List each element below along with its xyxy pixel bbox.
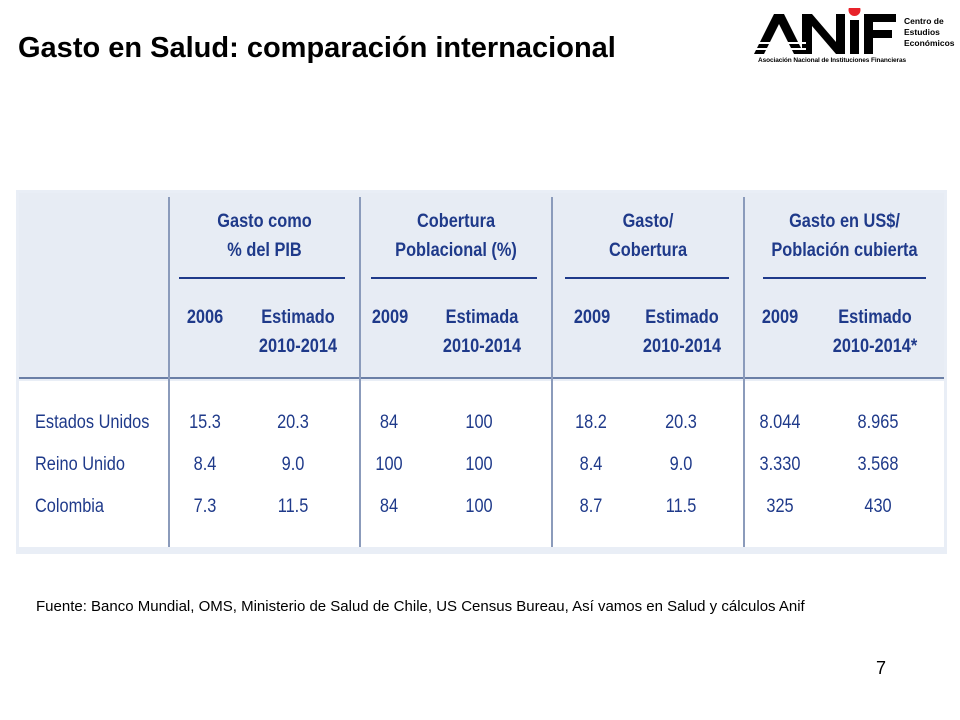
table-cell: 100 xyxy=(465,454,493,475)
table-cell: 8.4 xyxy=(193,454,217,475)
group-rule xyxy=(763,277,926,279)
table-cell: 8.4 xyxy=(579,454,603,475)
comparison-table: Gasto como% del PIB Cobertura Poblacional… xyxy=(16,190,947,554)
table-cell: 9.0 xyxy=(281,454,305,475)
subheader-estimado: Estimado 2010-2014* xyxy=(832,307,918,357)
table-cell: 20.3 xyxy=(665,412,697,433)
logo-centro-text: Centro de Estudios Económicos xyxy=(904,16,955,49)
column-divider xyxy=(743,197,745,547)
table-cell: 84 xyxy=(379,496,399,517)
table-cell: 15.3 xyxy=(189,412,221,433)
logo-subtitle: Asociación Nacional de Instituciones Fin… xyxy=(758,57,906,64)
table-body xyxy=(19,381,944,547)
group-rule xyxy=(179,277,345,279)
logo-centro-line: Estudios xyxy=(904,27,940,37)
table-cell: 18.2 xyxy=(575,412,607,433)
row-label: Reino Unido xyxy=(35,454,125,475)
table-cell: 100 xyxy=(465,496,493,517)
table-cell: 11.5 xyxy=(277,496,309,517)
table-cell: 7.3 xyxy=(193,496,217,517)
group-rule xyxy=(371,277,537,279)
table-cell: 8.044 xyxy=(759,412,801,433)
source-note: Fuente: Banco Mundial, OMS, Ministerio d… xyxy=(36,598,805,615)
table-cell: 84 xyxy=(379,412,399,433)
page-number: 7 xyxy=(876,658,887,678)
subheader-estimado: Estimado 2010-2014 xyxy=(258,307,338,357)
logo-centro-line: Económicos xyxy=(904,38,955,48)
subheader-2009: 2009 xyxy=(371,307,409,328)
column-divider xyxy=(168,197,170,547)
table-cell: 11.5 xyxy=(665,496,697,517)
row-label: Estados Unidos xyxy=(35,412,150,433)
subheader-estimado: Estimado 2010-2014 xyxy=(642,307,722,357)
group-header-cobertura: Cobertura Poblacional (%) xyxy=(395,211,517,261)
table-cell: 8.965 xyxy=(857,412,899,433)
column-divider xyxy=(359,197,361,547)
group-header-gasto-usd: Gasto en US$/Población cubierta xyxy=(771,211,918,261)
logo-centro-line: Centro de xyxy=(904,16,944,26)
group-rule xyxy=(565,277,729,279)
table-cell: 325 xyxy=(766,496,794,517)
table-cell: 8.7 xyxy=(579,496,603,517)
group-header-gasto-pib: Gasto como% del PIB xyxy=(217,211,312,261)
group-header-gasto-cobertura: Gasto/Cobertura xyxy=(608,211,688,261)
anif-wordmark-icon xyxy=(752,8,896,54)
table-cell: 100 xyxy=(375,454,403,475)
subheader-estimada: Estimada 2010-2014 xyxy=(442,307,522,357)
row-label: Colombia xyxy=(35,496,105,517)
subheader-2009: 2009 xyxy=(761,307,799,328)
table-cell: 20.3 xyxy=(277,412,309,433)
table-header xyxy=(19,193,944,379)
anif-logo: Asociación Nacional de Instituciones Fin… xyxy=(752,0,957,72)
table-cell: 3.568 xyxy=(857,454,899,475)
column-divider xyxy=(551,197,553,547)
table-cell: 9.0 xyxy=(669,454,693,475)
table-cell: 3.330 xyxy=(759,454,801,475)
subheader-2006: 2006 xyxy=(186,307,224,328)
table-cell: 100 xyxy=(465,412,493,433)
subheader-2009: 2009 xyxy=(573,307,611,328)
table-cell: 430 xyxy=(864,496,892,517)
slide-title: Gasto en Salud: comparación internaciona… xyxy=(18,32,616,64)
